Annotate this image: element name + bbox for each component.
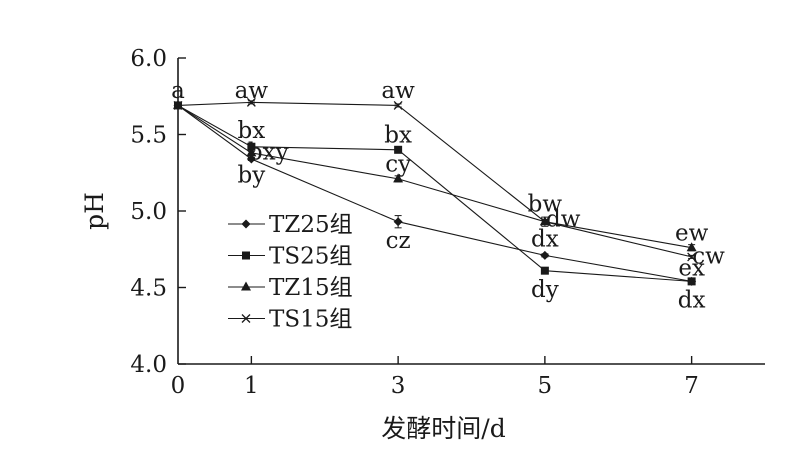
y-tick-label: 6.0	[130, 46, 167, 72]
y-tick-label: 4.0	[130, 352, 167, 378]
data-point	[393, 217, 403, 227]
y-tick-label: 5.5	[130, 123, 167, 149]
data-point	[246, 154, 256, 164]
data-point	[394, 145, 403, 154]
data-point	[247, 142, 256, 151]
legend-item: TZ15组	[228, 275, 353, 301]
legend-label: TZ25组	[269, 212, 353, 238]
x-tick-label: 3	[391, 373, 406, 399]
significance-label: dw	[546, 207, 581, 233]
data-point	[246, 97, 256, 107]
x-tick-label: 7	[684, 373, 699, 399]
significance-label: aw	[235, 78, 269, 104]
data-point	[540, 266, 549, 275]
legend-label: TZ15组	[269, 275, 353, 301]
legend-label: TS25组	[269, 244, 352, 270]
significance-label: dy	[531, 277, 559, 303]
legend-label: TS15组	[269, 307, 352, 333]
x-tick-label: 0	[171, 373, 186, 399]
significance-label: a	[171, 78, 185, 104]
x-tick-label: 5	[538, 373, 553, 399]
legend-item: TZ25组	[228, 212, 353, 238]
significance-label: dx	[678, 288, 706, 314]
significance-label: by	[238, 162, 266, 188]
significance-label: cz	[386, 228, 411, 254]
data-point	[246, 147, 257, 157]
legend-marker	[241, 314, 251, 323]
data-point	[687, 277, 696, 286]
significance-label: bx	[384, 123, 412, 149]
significance-label: aw	[381, 78, 415, 104]
ticks: 4.0 4.5 5.0 5.5 6.0 0 1 3 5 7	[130, 46, 699, 399]
data-point	[173, 100, 183, 110]
legend-marker	[241, 219, 251, 229]
data-point	[687, 252, 697, 262]
data-point	[686, 242, 697, 252]
data-point	[540, 217, 550, 227]
significance-label: bx	[238, 118, 266, 144]
significance-label: ew	[675, 220, 709, 246]
y-axis-title: pH	[80, 192, 109, 230]
significance-label: cy	[385, 152, 411, 178]
x-tick-label: 1	[244, 373, 259, 399]
data-point	[393, 100, 403, 110]
legend-item: TS15组	[228, 307, 352, 333]
legend-marker	[242, 251, 250, 260]
data-point	[540, 250, 550, 260]
data-point	[393, 173, 404, 183]
significance-label: cw	[692, 243, 725, 269]
x-axis-title: 发酵时间/d	[381, 414, 505, 443]
legend: TZ25组 TS25组 TZ15组 TS15组	[228, 212, 353, 333]
significance-label: bxy	[248, 139, 289, 165]
series-layer	[173, 97, 697, 286]
legend-item: TS25组	[228, 244, 352, 270]
y-tick-label: 5.0	[130, 199, 167, 225]
y-tick-label: 4.5	[130, 276, 167, 302]
significance-label: bw	[528, 191, 563, 217]
significance-label: dx	[531, 227, 559, 253]
legend-marker	[241, 281, 251, 291]
significance-label: ex	[678, 256, 705, 282]
series-4	[173, 97, 697, 262]
